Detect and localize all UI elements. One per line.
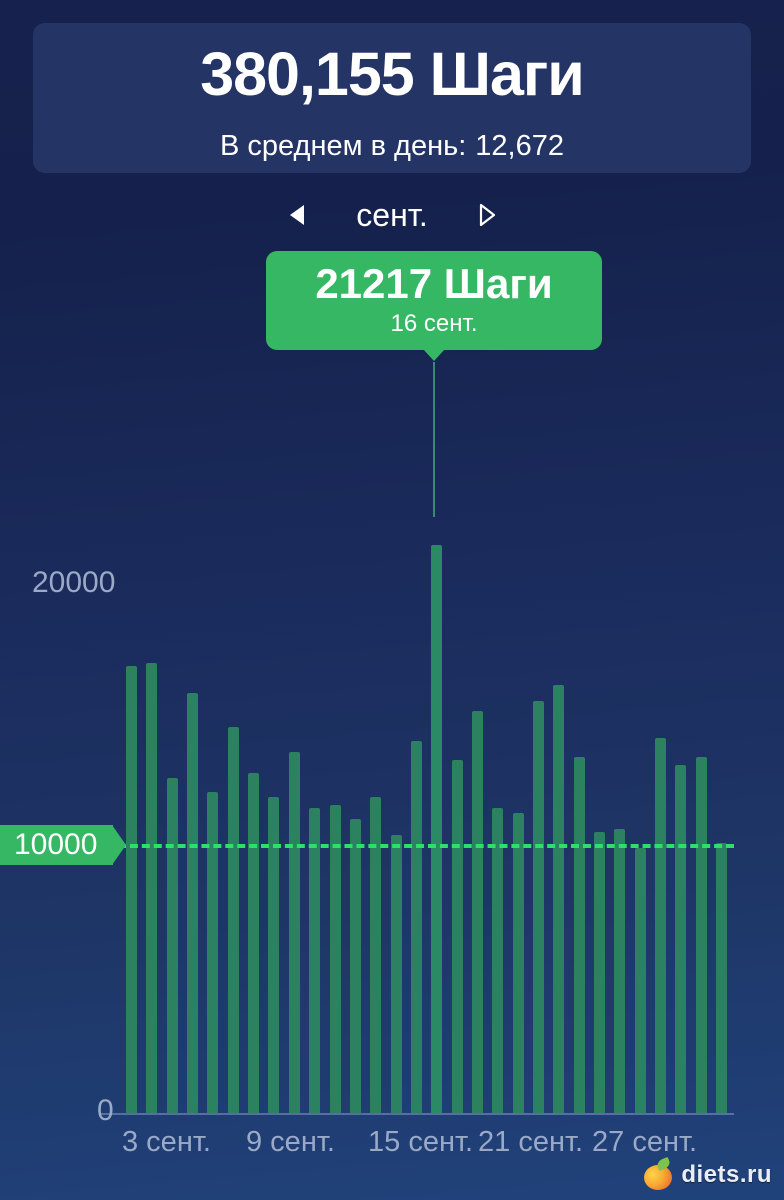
triangle-right-icon[interactable] [476, 201, 498, 229]
bar-day-9[interactable] [288, 751, 300, 1113]
bar-day-4[interactable] [187, 692, 199, 1113]
summary-panel: 380,155 Шаги В среднем в день: 12,672 [33, 23, 751, 173]
bar-day-16[interactable] [431, 545, 443, 1113]
bar-day-20[interactable] [512, 813, 524, 1113]
x-axis-labels: 3 сент. 9 сент. 15 сент. 21 сент. 27 сент. [0, 1122, 784, 1166]
bar-day-13[interactable] [370, 797, 382, 1113]
bar-day-30[interactable] [716, 842, 728, 1113]
goal-badge-pointer [112, 825, 126, 865]
bar-day-19[interactable] [492, 807, 504, 1113]
bar-day-7[interactable] [248, 773, 260, 1113]
tooltip-pointer [423, 349, 445, 361]
bar-day-14[interactable] [390, 834, 402, 1113]
bar-day-22[interactable] [553, 684, 565, 1113]
bar-day-1[interactable] [126, 665, 137, 1113]
tooltip-connector-line [433, 362, 435, 517]
bar-day-24[interactable] [594, 831, 606, 1113]
bar-day-3[interactable] [166, 778, 178, 1113]
bar-day-25[interactable] [614, 829, 626, 1113]
bar-day-6[interactable] [227, 727, 239, 1113]
bar-day-21[interactable] [533, 700, 544, 1113]
bar-day-27[interactable] [655, 738, 667, 1113]
apple-leaf [655, 1156, 672, 1172]
triangle-left-icon[interactable] [286, 201, 308, 229]
average-per-day-label: В среднем в день: [220, 130, 467, 162]
bar-day-8[interactable] [268, 797, 280, 1113]
x-axis-tick-15: 15 сент. [368, 1126, 474, 1158]
month-navigator: сент. [0, 192, 784, 238]
bar-day-11[interactable] [329, 805, 341, 1113]
bar-series [118, 520, 730, 1113]
x-axis-tick-27: 27 сент. [592, 1126, 698, 1158]
y-axis-label-0: 0 [97, 1094, 114, 1127]
y-axis-label-20000: 20000 [32, 566, 116, 599]
apple-fruit-icon [644, 1156, 674, 1190]
bar-day-26[interactable] [634, 847, 646, 1113]
bar-day-18[interactable] [471, 711, 483, 1113]
bar-day-15[interactable] [410, 740, 422, 1113]
bar-day-28[interactable] [675, 764, 687, 1113]
watermark-text: diets.ru [681, 1161, 772, 1188]
tooltip-date: 16 сент. [390, 310, 478, 337]
plot-area [118, 520, 730, 1113]
average-per-day-row: В среднем в день: 12,672 [33, 128, 751, 164]
steps-bar-chart[interactable]: 20000 0 10000 [0, 520, 784, 1127]
watermark: diets.ru [644, 1156, 772, 1192]
x-axis-tick-3: 3 сент. [122, 1126, 211, 1158]
x-axis-tick-9: 9 сент. [246, 1126, 335, 1158]
bar-day-17[interactable] [451, 759, 463, 1113]
goal-threshold-badge: 10000 [0, 825, 114, 865]
x-axis-baseline [100, 1113, 734, 1115]
selected-day-tooltip[interactable]: 21217 Шаги 16 сент. [266, 251, 602, 361]
bar-day-2[interactable] [146, 663, 158, 1113]
bar-day-10[interactable] [309, 807, 321, 1113]
tooltip-value: 21217 Шаги [315, 260, 553, 307]
bar-day-5[interactable] [207, 791, 219, 1113]
total-steps-value: 380,155 Шаги [200, 40, 585, 108]
goal-threshold-line [118, 844, 734, 848]
average-per-day-value: 12,672 [475, 130, 564, 162]
bar-day-23[interactable] [573, 756, 585, 1113]
bar-day-29[interactable] [695, 756, 707, 1113]
bar-day-12[interactable] [349, 818, 361, 1113]
goal-threshold-value: 10000 [14, 828, 98, 861]
current-month-label: сент. [356, 197, 428, 233]
x-axis-tick-21: 21 сент. [478, 1126, 584, 1158]
